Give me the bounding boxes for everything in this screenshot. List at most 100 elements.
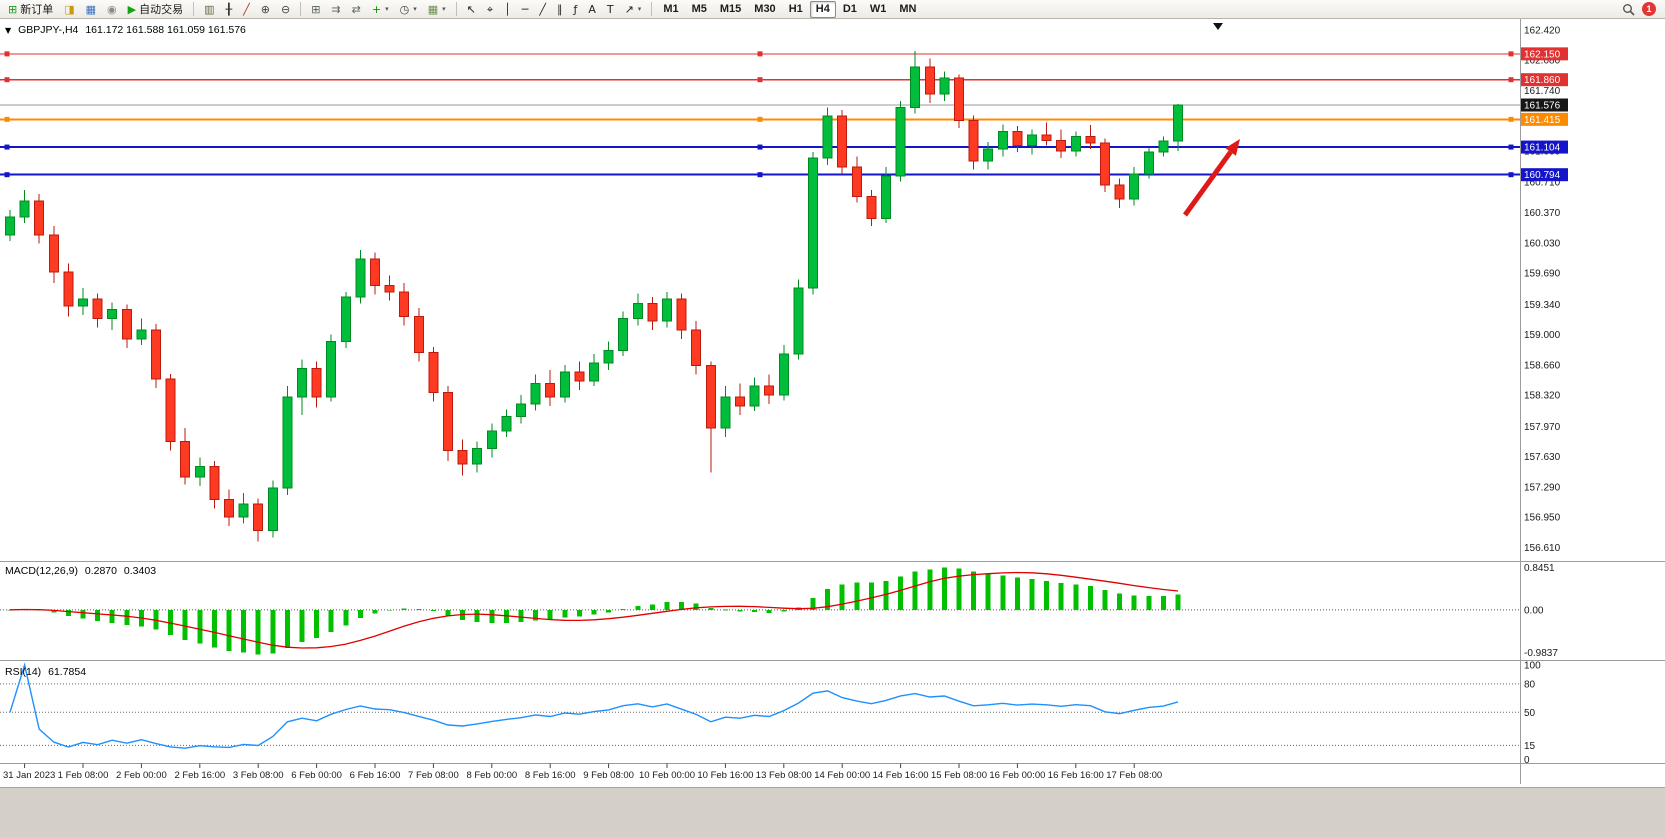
zoom-in-button[interactable]: ⊕	[256, 1, 275, 18]
hline-handle[interactable]	[4, 172, 10, 178]
add-indicator-icon: +	[371, 2, 382, 16]
horizontal-line-tool[interactable]: ─	[517, 1, 534, 18]
notification-badge[interactable]: 1	[1642, 2, 1656, 16]
dropdown-arrow-icon: ▾	[385, 5, 389, 13]
price-axis-label: 159.000	[1524, 330, 1561, 341]
hline-161.860[interactable]	[0, 77, 1520, 83]
candle-body	[165, 378, 176, 442]
macd-name: MACD(12,26,9)	[5, 565, 78, 577]
candle-body	[282, 396, 293, 489]
timeframe-h4[interactable]: H4	[809, 0, 836, 18]
new-chart-button[interactable]: ◨	[59, 1, 79, 18]
chart-shift-marker[interactable]	[1213, 23, 1223, 30]
tile-windows-button[interactable]: ⊞	[306, 1, 325, 18]
hline-162.150[interactable]	[0, 51, 1520, 57]
search-button[interactable]	[1622, 3, 1635, 16]
rsi-axis-label: 15	[1524, 741, 1536, 752]
fibonacci-tool[interactable]: ƒ	[568, 1, 582, 18]
shapes-tool[interactable]: ↗ ▾	[620, 1, 647, 18]
hline-160.794[interactable]	[0, 172, 1520, 178]
hline-handle[interactable]	[4, 51, 10, 57]
price-axis-label: 159.690	[1524, 269, 1561, 280]
macd-label: MACD(12,26,9) 0.2870 0.3403	[5, 565, 160, 577]
trendline-tool[interactable]: ╱	[534, 1, 551, 18]
candle-body	[778, 353, 789, 396]
time-axis-label: 10 Feb 16:00	[697, 770, 753, 781]
candlestick-chart-button[interactable]: ╂	[221, 1, 238, 18]
time-axis-label: 7 Feb 08:00	[408, 770, 459, 781]
macd-value-main: 0.2870	[84, 565, 117, 577]
horizontal-lines[interactable]	[0, 51, 1520, 178]
hline-handle[interactable]	[4, 144, 10, 150]
chart-area[interactable]: 162.420162.080161.740161.400161.060160.7…	[0, 19, 1665, 787]
hline-handle[interactable]	[757, 144, 763, 150]
candle-body	[793, 287, 804, 355]
label-icon: T	[606, 2, 614, 16]
hline-handle[interactable]	[4, 77, 10, 83]
label-tool[interactable]: T	[602, 1, 619, 18]
timeframe-w1[interactable]: W1	[869, 3, 887, 15]
candle-body	[1129, 173, 1140, 200]
time-axis-label: 16 Feb 16:00	[1048, 770, 1104, 781]
hline-handle[interactable]	[1508, 116, 1514, 122]
timeframe-d1[interactable]: D1	[842, 3, 857, 15]
timeframe-mn[interactable]: MN	[899, 3, 917, 15]
templates-button[interactable]: ▦ ▾	[423, 1, 451, 18]
hline-161.104[interactable]	[0, 144, 1520, 150]
time-axis[interactable]: 31 Jan 2023 1 Feb 08:00 2 Feb 00:00 2 Feb 1…	[3, 763, 1162, 782]
line-chart-icon: ╱	[243, 2, 250, 16]
candle-body	[34, 200, 45, 236]
one-click-trading-toggle[interactable]: ▼	[5, 26, 12, 35]
candle-body	[1085, 136, 1096, 144]
line-chart-button[interactable]: ╱	[238, 1, 255, 18]
hline-handle[interactable]	[757, 77, 763, 83]
indicators-button[interactable]: + ▾	[367, 1, 394, 18]
price-axis-label: 157.630	[1524, 452, 1561, 463]
toolbar-right: 1	[1622, 2, 1662, 16]
hline-161.415[interactable]	[0, 116, 1520, 122]
hline-handle[interactable]	[757, 51, 763, 57]
hline-handle[interactable]	[1508, 172, 1514, 178]
hline-handle[interactable]	[1508, 144, 1514, 150]
candle-body	[545, 383, 556, 398]
candle-body	[238, 503, 249, 518]
market-watch-button[interactable]: ◉	[102, 1, 122, 18]
hline-handle[interactable]	[757, 172, 763, 178]
chart-shift-button[interactable]: ⇄	[347, 1, 366, 18]
cursor-tool[interactable]: ↖	[462, 1, 481, 18]
hline-handle[interactable]	[757, 116, 763, 122]
candle-body	[720, 396, 731, 429]
timeframe-m5[interactable]: M5	[691, 3, 707, 15]
trend-arrow[interactable]	[1182, 139, 1240, 217]
hline-handle[interactable]	[4, 116, 10, 122]
timeframe-m30[interactable]: M30	[754, 3, 776, 15]
price-badge: 161.860	[1521, 73, 1568, 87]
timeframe-m1[interactable]: M1	[663, 3, 679, 15]
new-order-button[interactable]: ⊞ 新订单	[8, 2, 54, 17]
svg-text:162.150: 162.150	[1524, 49, 1561, 60]
channel-tool[interactable]: ∥	[552, 1, 568, 18]
chart-svg[interactable]: 162.420162.080161.740161.400161.060160.7…	[0, 19, 1665, 787]
bar-chart-button[interactable]: ▥	[199, 1, 219, 18]
periods-button[interactable]: ◷ ▾	[395, 1, 422, 18]
dropdown-arrow-icon: ▾	[637, 5, 642, 13]
toolbar: ⊞ 新订单 ◨ ▦ ◉ ▶ 自动交易 ▥ ╂ ╱ ⊕ ⊖ ⊞ ⇉ ⇄ + ▾ ◷ ▾ ▦ ▾ ↖ ⌖ │ ─ ╱ ∥ ƒ A T ↗ ▾ M1 M…	[0, 0, 1665, 19]
candle-body	[19, 200, 30, 218]
time-axis-label: 14 Feb 00:00	[814, 770, 870, 781]
vertical-line-tool[interactable]: │	[499, 1, 516, 18]
candle-body	[267, 487, 278, 532]
price-axis-label: 157.290	[1524, 482, 1561, 493]
profiles-button[interactable]: ▦	[81, 1, 101, 18]
zoom-out-button[interactable]: ⊖	[276, 1, 295, 18]
timeframe-m15[interactable]: M15	[719, 3, 742, 15]
text-tool[interactable]: A	[583, 1, 601, 18]
candle-body	[632, 302, 643, 320]
rsi-value: 61.7854	[48, 666, 87, 678]
hline-handle[interactable]	[1508, 51, 1514, 57]
auto-scroll-button[interactable]: ⇉	[326, 1, 345, 18]
hline-handle[interactable]	[1508, 77, 1514, 83]
crosshair-tool[interactable]: ⌖	[482, 1, 498, 18]
timeframe-h1[interactable]: H1	[788, 3, 803, 15]
autotrading-button[interactable]: ▶ 自动交易	[127, 2, 184, 17]
candle-body	[92, 298, 103, 320]
